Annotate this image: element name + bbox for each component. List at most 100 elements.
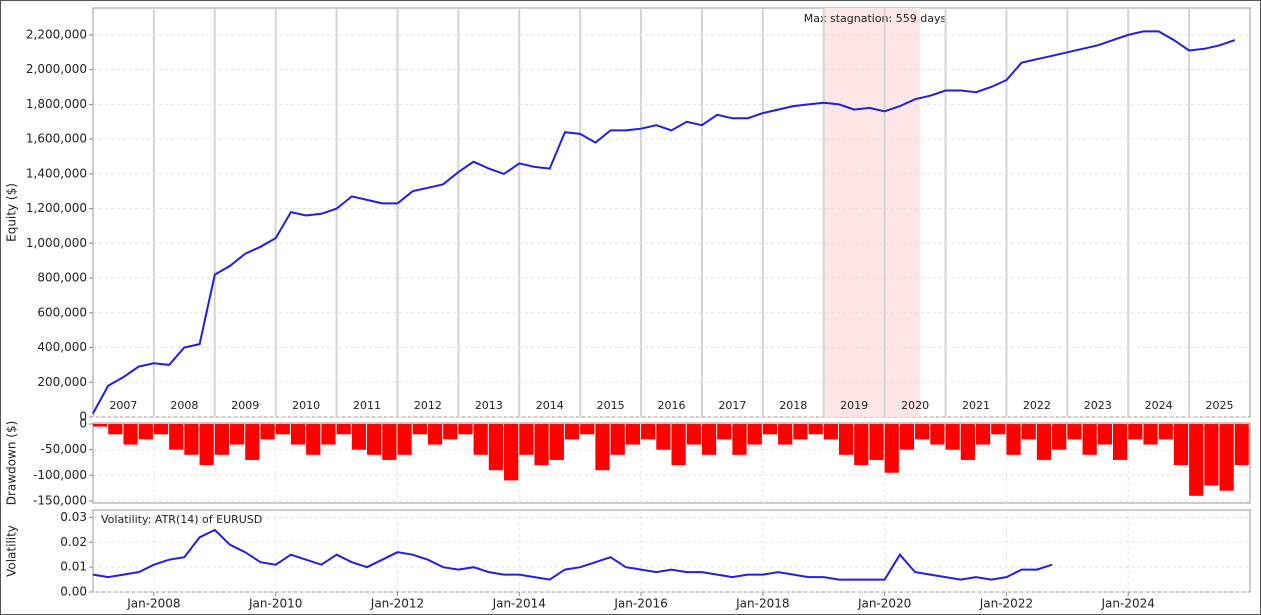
drawdown-bar [397, 424, 412, 455]
drawdown-bar [945, 424, 960, 450]
drawdown-bar [1036, 424, 1052, 460]
drawdown-bar [275, 424, 290, 435]
x-tick-label: Jan-2022 [979, 597, 1033, 611]
year-label: 2019 [840, 399, 868, 412]
drawdown-bar [123, 424, 138, 445]
drawdown-bar [230, 424, 245, 445]
drawdown-bar [1158, 424, 1173, 440]
drawdown-bar [1006, 424, 1021, 455]
drawdown-bar [93, 424, 108, 427]
year-label: 2008 [170, 399, 198, 412]
x-tick-label: Jan-2008 [126, 597, 180, 611]
year-label: 2016 [658, 399, 686, 412]
x-tick-label: Jan-2016 [613, 597, 667, 611]
x-tick-label: Jan-2020 [857, 597, 911, 611]
year-label: 2025 [1206, 399, 1234, 412]
drawdown-bar [991, 424, 1006, 435]
y-tick-label: 2,200,000 [26, 27, 87, 41]
drawdown-bar [382, 424, 397, 460]
x-tick-label: Jan-2014 [492, 597, 546, 611]
drawdown-bar [199, 424, 214, 466]
drawdown-bar [290, 424, 306, 445]
plot-area [92, 509, 1251, 593]
y-axis-title: Drawdown ($) [5, 421, 19, 506]
y-tick-label: 1,000,000 [26, 236, 87, 250]
drawdown-bar [930, 424, 945, 445]
drawdown-bar [1173, 424, 1189, 466]
drawdown-bar [108, 424, 123, 435]
year-label: 2018 [779, 399, 807, 412]
y-tick-label: 0.01 [60, 560, 87, 574]
y-tick-label: -100,000 [33, 468, 87, 482]
y-tick-label: 0.02 [60, 535, 87, 549]
drawdown-bar [184, 424, 199, 455]
y-tick-label: 600,000 [37, 305, 87, 319]
year-label: 2011 [353, 399, 381, 412]
drawdown-bar [656, 424, 671, 450]
drawdown-bar [671, 424, 686, 466]
x-tick-label: Jan-2018 [735, 597, 789, 611]
y-tick-label: 1,600,000 [26, 132, 87, 146]
year-label: 2012 [414, 399, 442, 412]
panel-title: Volatility: ATR(14) of EURUSD [101, 513, 262, 526]
y-tick-label: 0 [79, 417, 87, 431]
drawdown-bar [1143, 424, 1158, 445]
drawdown-bar [488, 424, 504, 471]
stagnation-label: Max stagnation: 559 days [804, 12, 947, 25]
drawdown-bar [838, 424, 854, 455]
y-tick-label: 400,000 [37, 340, 87, 354]
drawdown-bar [701, 424, 717, 455]
y-tick-label: 0.00 [60, 585, 87, 599]
y-tick-label: 200,000 [37, 375, 87, 389]
plot-area [92, 7, 1251, 418]
drawdown-bar [610, 424, 625, 455]
drawdown-bar [504, 424, 519, 481]
drawdown-bar [1234, 424, 1249, 466]
drawdown-bar [519, 424, 534, 455]
drawdown-bar [534, 424, 549, 466]
drawdown-bar [1082, 424, 1097, 455]
drawdown-bar [1021, 424, 1036, 440]
drawdown-bar [336, 424, 351, 435]
drawdown-bar [854, 424, 869, 466]
y-axis-title: Volatility [5, 525, 19, 577]
drawdown-bar [1128, 424, 1143, 440]
drawdown-bar [595, 424, 610, 471]
drawdown-bar [153, 424, 169, 435]
drawdown-bar [321, 424, 336, 445]
drawdown-bar [580, 424, 595, 435]
drawdown-bar [915, 424, 930, 440]
drawdown-bar [1219, 424, 1234, 491]
drawdown-bar [412, 424, 427, 435]
drawdown-bar [625, 424, 641, 445]
drawdown-bar [808, 424, 823, 435]
year-label: 2024 [1145, 399, 1173, 412]
drawdown-bar [717, 424, 732, 440]
drawdown-bar [778, 424, 793, 445]
drawdown-bar [762, 424, 778, 435]
y-tick-label: 0.03 [60, 510, 87, 524]
drawdown-bar [1189, 424, 1204, 496]
year-label: 2021 [962, 399, 990, 412]
year-label: 2010 [292, 399, 320, 412]
x-tick-label: Jan-2010 [248, 597, 302, 611]
drawdown-bar [260, 424, 275, 440]
series-line [92, 30, 1236, 414]
y-tick-label: -50,000 [41, 442, 87, 456]
y-tick-label: 0 [79, 410, 87, 424]
drawdown-bar [564, 424, 580, 440]
drawdown-bar [367, 424, 382, 455]
drawdown-bar [899, 424, 915, 450]
drawdown-bar [351, 424, 367, 450]
drawdown-bar [1067, 424, 1082, 440]
drawdown-bar [1097, 424, 1112, 445]
drawdown-bar [1112, 424, 1128, 460]
drawdown-bar [473, 424, 488, 455]
year-label: 2013 [475, 399, 503, 412]
y-tick-label: 2,000,000 [26, 62, 87, 76]
drawdown-bar [549, 424, 564, 460]
drawdown-bar [869, 424, 884, 460]
year-label: 2022 [1023, 399, 1051, 412]
drawdown-bar [169, 424, 184, 450]
drawdown-bar [138, 424, 153, 440]
